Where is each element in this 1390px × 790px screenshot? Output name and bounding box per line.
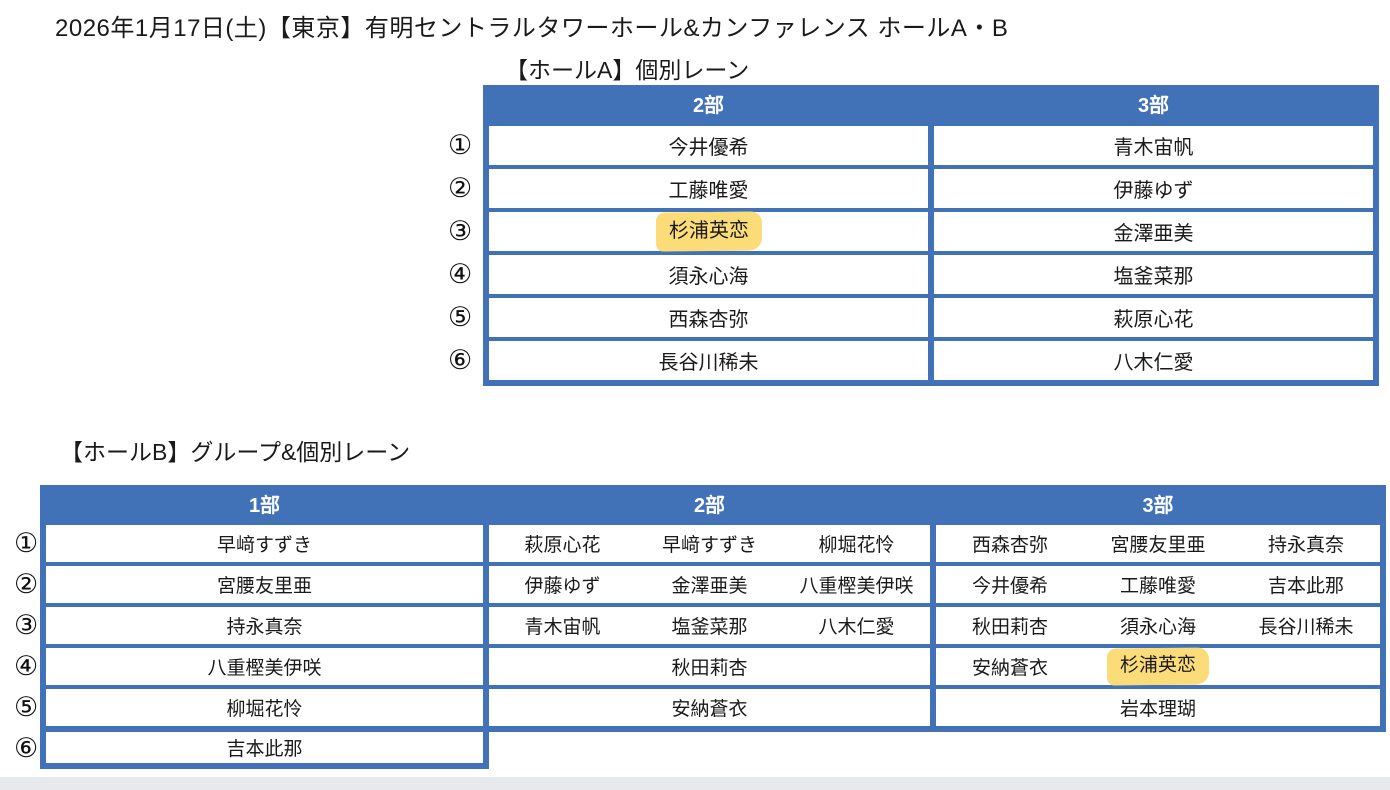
- hall-a-row-number-4: ④: [448, 259, 473, 289]
- performer-name: 萩原心花: [524, 535, 601, 556]
- table-cell: 秋田莉杏 須永心海 長谷川稀未: [936, 607, 1380, 644]
- performer-name: 柳堀花怜: [818, 535, 895, 556]
- hall-a-row-number-6: ⑥: [448, 345, 473, 375]
- performer-name: 秋田莉杏: [671, 658, 748, 679]
- performer-name: 持永真奈: [226, 617, 303, 638]
- performer-name: 工藤唯愛: [668, 180, 749, 202]
- hall-b-column-header: 2部: [489, 485, 930, 521]
- empty-slot: [1232, 648, 1380, 685]
- table-cell: 杉浦英恋: [489, 211, 928, 252]
- highlighted-performer-name: 杉浦英恋: [1084, 647, 1232, 686]
- performer-name: 柳堀花怜: [226, 699, 303, 720]
- table-cell: 萩原心花 早﨑すずき 柳堀花怜: [489, 525, 930, 562]
- performer-name: 塩釜菜那: [1113, 266, 1194, 288]
- performer-name: 安納蒼衣: [971, 658, 1048, 679]
- performer-name: 八木仁愛: [818, 617, 895, 638]
- hall-b-table: 1部 2部 3部 早﨑すずき 萩原心花 早﨑すずき 柳堀花怜 西森杏弥 宮腰友里…: [40, 485, 1386, 732]
- performer-name: 伊藤ゆず: [1113, 180, 1194, 202]
- performer-name: 持永真奈: [1267, 535, 1344, 556]
- hall-b-row-number-3: ③: [14, 610, 39, 640]
- bottom-gray-strip: [0, 777, 1390, 790]
- table-cell: 早﨑すずき: [46, 525, 483, 562]
- performer-name: 宮腰友里亜: [216, 576, 312, 597]
- table-cell: 八重樫美伊咲: [46, 648, 483, 685]
- performer-name: 萩原心花: [1113, 309, 1194, 331]
- performer-name: 吉本此那: [226, 739, 303, 760]
- hall-a-row-number-3: ③: [448, 216, 473, 246]
- table-cell: 今井優希: [489, 126, 928, 165]
- hall-a-column-header: 3部: [934, 85, 1373, 122]
- performer-name: 安納蒼衣: [671, 699, 748, 720]
- performer-name: 塩釜菜那: [671, 617, 748, 638]
- page-title: 2026年1月17日(土)【東京】有明セントラルタワーホール&カンファレンス ホ…: [55, 15, 1009, 42]
- table-cell: 安納蒼衣: [489, 689, 930, 726]
- performer-name: 今井優希: [668, 137, 749, 159]
- performer-name: 金澤亜美: [671, 576, 748, 597]
- performer-name: 長谷川稀未: [658, 352, 759, 374]
- performer-name: 金澤亜美: [1113, 223, 1194, 245]
- table-cell: 今井優希 工藤唯愛 吉本此那: [936, 566, 1380, 603]
- performer-name: 西森杏弥: [971, 535, 1048, 556]
- hall-b-row6-cell: 吉本此那: [40, 732, 489, 769]
- table-cell: 八木仁愛: [934, 341, 1373, 380]
- highlighted-performer-name: 杉浦英恋: [655, 211, 762, 252]
- hall-b-row-number-2: ②: [14, 569, 39, 599]
- hall-b-row-number-4: ④: [14, 651, 39, 681]
- table-cell: 宮腰友里亜: [46, 566, 483, 603]
- hall-b-row-number-1: ①: [14, 528, 39, 558]
- performer-name: 宮腰友里亜: [1110, 535, 1206, 556]
- table-cell: 西森杏弥 宮腰友里亜 持永真奈: [936, 525, 1380, 562]
- hall-b-row-number-6: ⑥: [14, 733, 39, 763]
- table-cell: 安納蒼衣 杉浦英恋: [936, 647, 1380, 686]
- performer-name: 吉本此那: [1267, 576, 1344, 597]
- table-cell: 金澤亜美: [934, 212, 1373, 251]
- performer-name: 須永心海: [668, 266, 749, 288]
- hall-a-row-number-5: ⑤: [448, 302, 473, 332]
- hall-a-row-number-1: ①: [448, 130, 473, 160]
- table-cell: 長谷川稀未: [489, 341, 928, 380]
- table-cell: 柳堀花怜: [46, 689, 483, 726]
- performer-name: 青木宙帆: [524, 617, 601, 638]
- performer-name: 今井優希: [971, 576, 1048, 597]
- performer-name: 八重樫美伊咲: [207, 658, 322, 679]
- hall-a-heading: 【ホールA】個別レーン: [505, 57, 750, 83]
- performer-name: 長谷川稀未: [1258, 617, 1354, 638]
- hall-b-row-number-5: ⑤: [14, 692, 39, 722]
- performer-name: 伊藤ゆず: [524, 576, 601, 597]
- performer-name: 西森杏弥: [668, 309, 749, 331]
- table-cell: 青木宙帆 塩釜菜那 八木仁愛: [489, 607, 930, 644]
- performer-name: 須永心海: [1119, 617, 1196, 638]
- performer-name: 早﨑すずき: [661, 535, 757, 556]
- performer-name: 早﨑すずき: [216, 535, 312, 556]
- performer-name: 青木宙帆: [1113, 137, 1194, 159]
- table-cell: 西森杏弥: [489, 298, 928, 337]
- hall-b-column-header: 3部: [936, 485, 1380, 521]
- table-cell: 須永心海: [489, 255, 928, 294]
- table-cell: 萩原心花: [934, 298, 1373, 337]
- performer-name: 秋田莉杏: [971, 617, 1048, 638]
- performer-name: 八重樫美伊咲: [799, 576, 914, 597]
- table-cell: 青木宙帆: [934, 126, 1373, 165]
- hall-a-column-header: 2部: [489, 85, 928, 122]
- table-cell: 伊藤ゆず 金澤亜美 八重樫美伊咲: [489, 566, 930, 603]
- hall-b-column-header: 1部: [46, 485, 483, 521]
- table-cell: 秋田莉杏: [489, 648, 930, 685]
- table-cell: 持永真奈: [46, 607, 483, 644]
- hall-b-heading: 【ホールB】グループ&個別レーン: [60, 439, 411, 465]
- table-cell: 塩釜菜那: [934, 255, 1373, 294]
- performer-name: 岩本理瑚: [1119, 699, 1196, 720]
- performer-name: 工藤唯愛: [1119, 576, 1196, 597]
- table-cell: 伊藤ゆず: [934, 169, 1373, 208]
- table-cell: 岩本理瑚: [936, 689, 1380, 726]
- table-cell: 工藤唯愛: [489, 169, 928, 208]
- hall-a-row-number-2: ②: [448, 173, 473, 203]
- performer-name: 八木仁愛: [1113, 352, 1194, 374]
- hall-a-table: 2部 3部 今井優希 青木宙帆 工藤唯愛 伊藤ゆず 杉浦英恋 金澤亜美 須永心海…: [483, 85, 1379, 386]
